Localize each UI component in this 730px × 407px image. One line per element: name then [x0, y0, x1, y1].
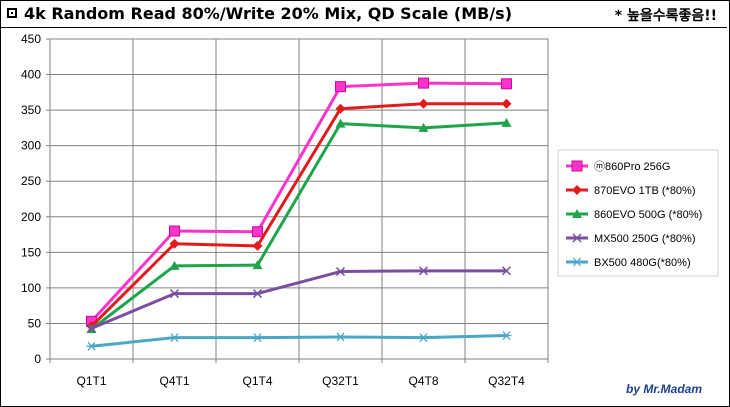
chart-title: 4k Random Read 80%/Write 20% Mix, QD Sca…: [24, 4, 512, 23]
legend-marker: [572, 233, 582, 243]
legend-item: ⓜ860Pro 256G: [566, 160, 670, 173]
data-point: [169, 333, 180, 343]
y-tick-label: 50: [28, 316, 42, 330]
title-bar: 4k Random Read 80%/Write 20% Mix, QD Sca…: [1, 1, 727, 28]
data-point: [418, 98, 429, 109]
x-tick-label: Q1T4: [242, 374, 272, 388]
legend-marker: [572, 257, 582, 267]
data-point: [169, 289, 180, 299]
legend-marker: [571, 160, 583, 172]
data-point: [501, 331, 512, 340]
legend-item: 870EVO 1TB (*80%): [566, 185, 696, 197]
data-point: [252, 226, 263, 238]
y-tick-label: 400: [21, 68, 41, 82]
legend-label: MX500 250G (*80%): [594, 233, 696, 245]
data-point: [86, 323, 97, 333]
data-point: [335, 118, 346, 128]
data-point: [501, 266, 512, 276]
legend-marker: [572, 209, 582, 218]
x-tick-label: Q1T1: [76, 374, 106, 388]
data-point: [169, 238, 180, 249]
data-point: [252, 260, 263, 270]
legend: ⓜ860Pro 256G 870EVO 1TB (*80%) 860EVO 500G…: [557, 149, 719, 277]
gridlines: [49, 38, 549, 360]
y-tick-label: 0: [34, 352, 41, 366]
x-tick-label: Q32T4: [488, 374, 525, 388]
data-point: [169, 260, 180, 270]
series-line: [90, 269, 507, 330]
data-point: [86, 341, 97, 351]
series-4: [86, 266, 512, 333]
y-tick-label: 250: [21, 174, 41, 188]
y-tick-label: 150: [21, 245, 41, 259]
legend-item: MX500 250G (*80%): [566, 233, 696, 245]
title-note: * 높을수록좋음!!: [614, 8, 717, 24]
series-line: [91, 334, 507, 348]
legend-label: 860EVO 500G (*80%): [594, 209, 702, 221]
data-point: [335, 103, 346, 114]
data-point: [418, 333, 429, 343]
legend-item: 860EVO 500G (*80%): [566, 209, 702, 221]
credit-text: by Mr.Madam: [626, 382, 702, 396]
data-point: [252, 240, 263, 251]
legend-marker: [572, 185, 582, 195]
y-axis: 0 50 100 150 200 250 300 350 400 450: [21, 32, 50, 366]
data-point: [501, 117, 512, 127]
y-tick-label: 300: [21, 139, 41, 153]
legend-label: BX500 480G(*80%): [594, 257, 691, 269]
legend-label: ⓜ860Pro 256G: [594, 160, 670, 173]
legend-item: BX500 480G(*80%): [566, 257, 691, 269]
x-tick-label: Q32T1: [322, 374, 359, 388]
x-tick-label: Q4T8: [408, 374, 438, 388]
x-axis: Q1T1 Q4T1 Q1T4 Q32T1 Q4T8 Q32T4: [49, 359, 549, 388]
y-tick-label: 200: [21, 210, 41, 224]
data-point: [501, 78, 512, 90]
data-point: [252, 289, 263, 299]
data-point: [335, 332, 346, 342]
data-point: [418, 266, 429, 276]
y-tick-label: 100: [21, 281, 41, 295]
y-tick-label: 450: [21, 32, 41, 46]
x-tick-label: Q4T1: [159, 374, 189, 388]
data-point: [418, 122, 429, 132]
data-point: [335, 81, 346, 93]
data-point: [501, 98, 512, 109]
data-point: [169, 225, 180, 237]
series-line: [90, 121, 507, 331]
y-tick-label: 350: [21, 103, 41, 117]
legend-label: 870EVO 1TB (*80%): [594, 185, 696, 197]
title-square-icon: [7, 8, 17, 18]
data-point: [335, 267, 346, 277]
series-line: [90, 102, 507, 328]
series-line: [90, 81, 507, 323]
data-point: [418, 77, 429, 89]
series-5: [86, 331, 512, 351]
data-point: [252, 333, 263, 343]
series-group: [86, 77, 512, 351]
